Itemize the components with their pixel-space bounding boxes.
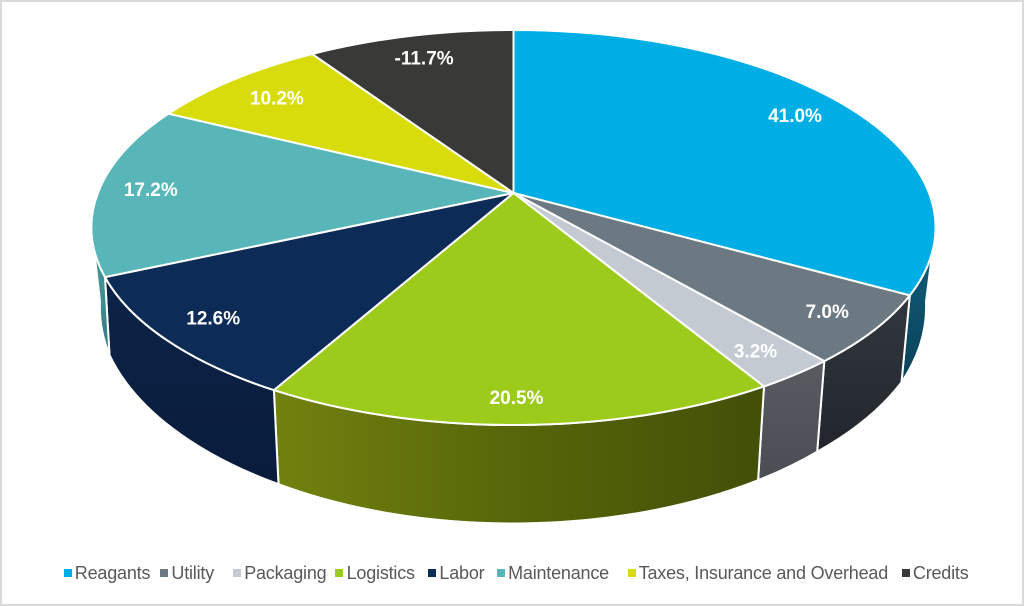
svg-text:17.2%: 17.2% bbox=[124, 180, 178, 201]
svg-text:10.2%: 10.2% bbox=[250, 88, 304, 109]
svg-text:41.0%: 41.0% bbox=[768, 106, 822, 127]
svg-text:7.0%: 7.0% bbox=[806, 302, 849, 323]
svg-text:-11.7%: -11.7% bbox=[395, 48, 454, 69]
svg-text:12.6%: 12.6% bbox=[186, 309, 240, 330]
svg-text:20.5%: 20.5% bbox=[490, 388, 544, 409]
svg-text:3.2%: 3.2% bbox=[734, 341, 777, 362]
